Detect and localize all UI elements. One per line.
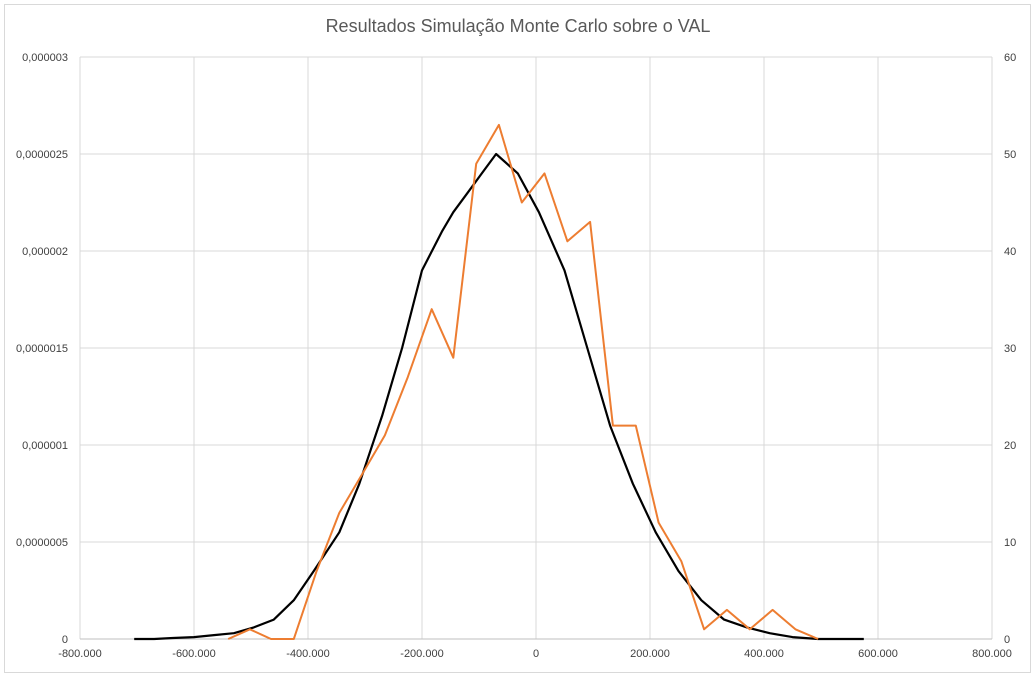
series-line-histogram	[227, 123, 819, 640]
y2-tick-label: 60	[1004, 52, 1016, 64]
x-tick-label: -800.000	[58, 648, 101, 660]
x-tick-label: -600.000	[172, 648, 215, 660]
y-tick-label: 0,000001	[22, 440, 68, 452]
series-line-normal-curve	[134, 152, 864, 641]
x-tick-label: -400.000	[286, 648, 329, 660]
y2-tick-label: 10	[1004, 537, 1016, 549]
x-tick-label: 0	[533, 648, 539, 660]
y-tick-label: 0,0000015	[16, 343, 68, 355]
y-tick-label: 0,000003	[22, 52, 68, 64]
y2-tick-label: 50	[1004, 149, 1016, 161]
x-tick-label: -200.000	[400, 648, 443, 660]
x-tick-label: 400.000	[744, 648, 784, 660]
series-group	[134, 123, 864, 641]
chart-title: Resultados Simulação Monte Carlo sobre o…	[326, 16, 711, 36]
tick-labels: 0 0,0000005 0,000001 0,0000015 0,000002 0,000…	[16, 52, 1016, 660]
y2-tick-label: 40	[1004, 246, 1016, 258]
chart-frame	[4, 4, 1031, 673]
y-tick-label: 0,0000005	[16, 537, 68, 549]
x-tick-label: 800.000	[972, 648, 1012, 660]
x-tick-label: 200.000	[630, 648, 670, 660]
y2-tick-label: 20	[1004, 440, 1016, 452]
y-tick-label: 0	[62, 634, 68, 646]
y-tick-label: 0,0000025	[16, 149, 68, 161]
gridlines	[79, 56, 993, 639]
y2-tick-label: 0	[1004, 634, 1010, 646]
x-tick-label: 600.000	[858, 648, 898, 660]
y-tick-label: 0,000002	[22, 246, 68, 258]
y2-tick-label: 30	[1004, 343, 1016, 355]
